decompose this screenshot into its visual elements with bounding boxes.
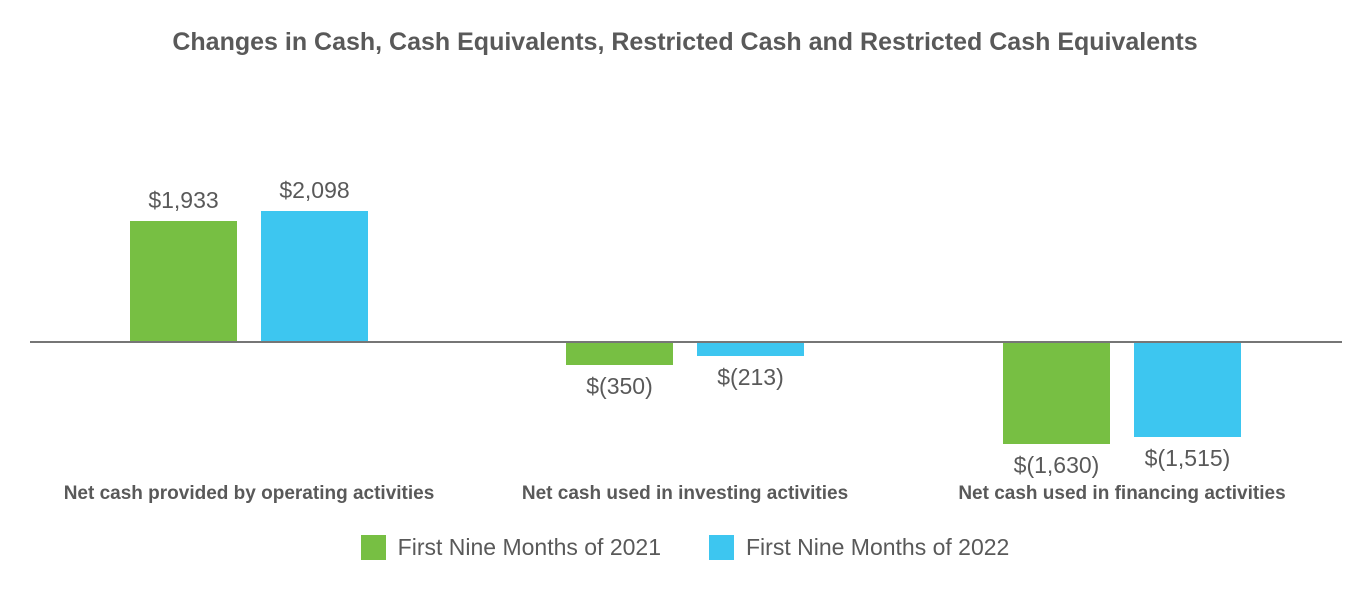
value-label-2021-operating: $1,933 <box>148 187 219 213</box>
category-label-operating: Net cash provided by operating activitie… <box>63 483 435 504</box>
bar-2022-operating <box>261 211 368 341</box>
legend-item-2022: First Nine Months of 2022 <box>709 534 1009 561</box>
value-label-2021-financing: $(1,630) <box>1013 452 1100 478</box>
value-label-2022-financing: $(1,515) <box>1144 445 1231 471</box>
category-label-financing: Net cash used in financing activities <box>958 483 1286 504</box>
category-label-investing: Net cash used in investing activities <box>521 483 849 504</box>
bar-2021-investing <box>566 343 673 365</box>
legend-item-2021: First Nine Months of 2021 <box>360 534 661 561</box>
bar-2022-investing <box>697 343 804 356</box>
legend-label-2022: First Nine Months of 2022 <box>746 534 1010 560</box>
legend: First Nine Months of 2021 First Nine Mon… <box>0 534 1370 561</box>
x-axis-line <box>30 341 1342 343</box>
legend-label-2021: First Nine Months of 2021 <box>397 534 661 560</box>
legend-swatch-2021 <box>360 535 386 560</box>
bar-2022-financing <box>1134 343 1241 437</box>
value-label-2022-operating: $2,098 <box>279 177 350 203</box>
value-label-2022-investing: $(213) <box>717 364 784 390</box>
value-label-2021-investing: $(350) <box>586 373 653 399</box>
bar-2021-operating <box>130 221 237 341</box>
chart-title: Changes in Cash, Cash Equivalents, Restr… <box>172 28 1198 56</box>
bar-2021-financing <box>1003 343 1110 444</box>
legend-swatch-2022 <box>709 535 734 560</box>
